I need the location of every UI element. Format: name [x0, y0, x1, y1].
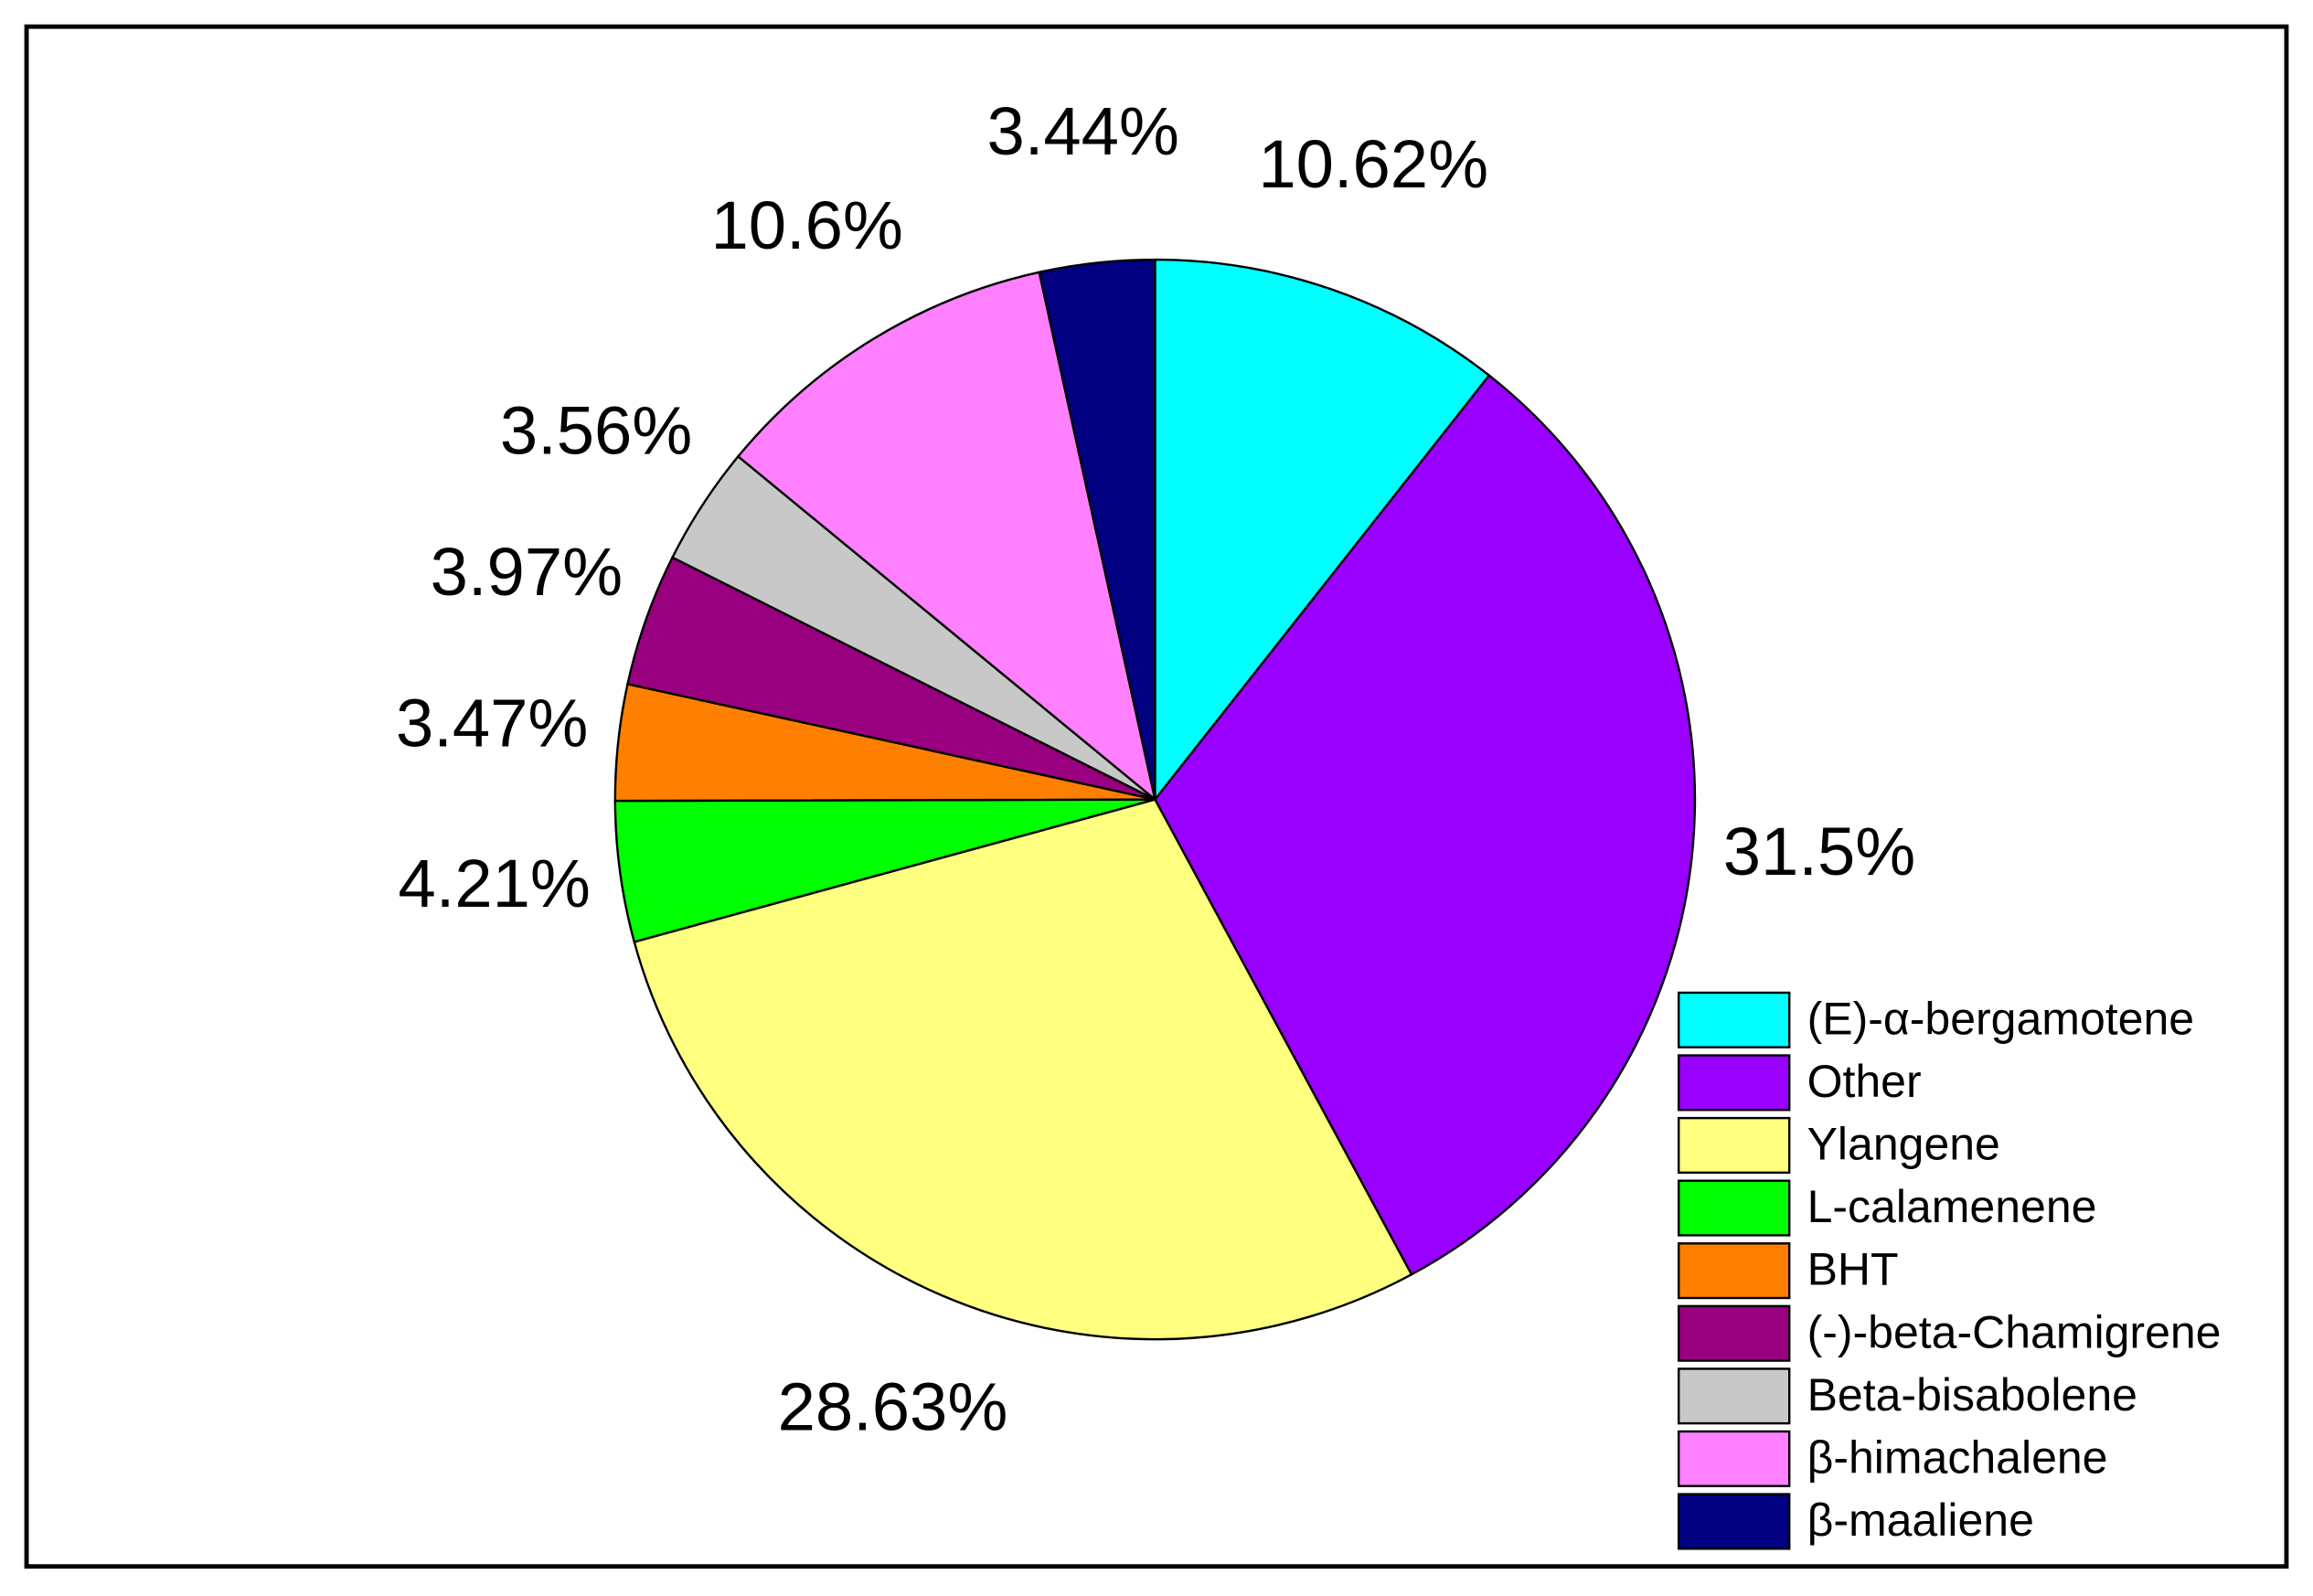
- legend-label: BHT: [1807, 1244, 1899, 1295]
- value-label: 3.47%: [396, 686, 588, 761]
- legend-label: L-calamenene: [1807, 1181, 2097, 1232]
- legend-swatch: [1677, 1493, 1791, 1550]
- legend-label: Other: [1807, 1056, 1922, 1107]
- legend-label: β-maaliene: [1807, 1495, 2034, 1546]
- legend-swatch: [1677, 1304, 1791, 1362]
- value-label: 3.97%: [431, 534, 623, 610]
- legend-swatch: [1677, 1430, 1791, 1487]
- value-label: 4.21%: [398, 846, 590, 921]
- value-label: 10.62%: [1258, 126, 1488, 202]
- value-label: 3.56%: [500, 392, 692, 468]
- legend-label: Ylangene: [1807, 1119, 2000, 1170]
- legend-swatch: [1677, 1367, 1791, 1425]
- pie-slice: [633, 798, 1413, 1341]
- legend-label: Beta-bisabolene: [1807, 1369, 2137, 1420]
- value-label: 31.5%: [1723, 814, 1915, 889]
- legend-swatch: [1677, 1054, 1791, 1112]
- value-label: 3.44%: [986, 93, 1178, 169]
- legend-swatch: [1677, 991, 1791, 1048]
- pie-slice: [736, 271, 1157, 803]
- legend-label: (-)-beta-Chamigrene: [1807, 1306, 2222, 1357]
- legend-swatch: [1677, 1116, 1791, 1175]
- pie-slice: [1038, 258, 1156, 800]
- legend-label: β-himachalene: [1807, 1431, 2108, 1483]
- legend-label: (E)-α-bergamotene: [1807, 993, 2195, 1044]
- value-label: 10.6%: [710, 187, 902, 263]
- legend-swatch: [1677, 1179, 1791, 1237]
- legend-swatch: [1677, 1242, 1791, 1300]
- pie-slice: [1153, 374, 1697, 1276]
- pie-slice: [1154, 258, 1491, 803]
- value-label: 28.63%: [778, 1369, 1008, 1445]
